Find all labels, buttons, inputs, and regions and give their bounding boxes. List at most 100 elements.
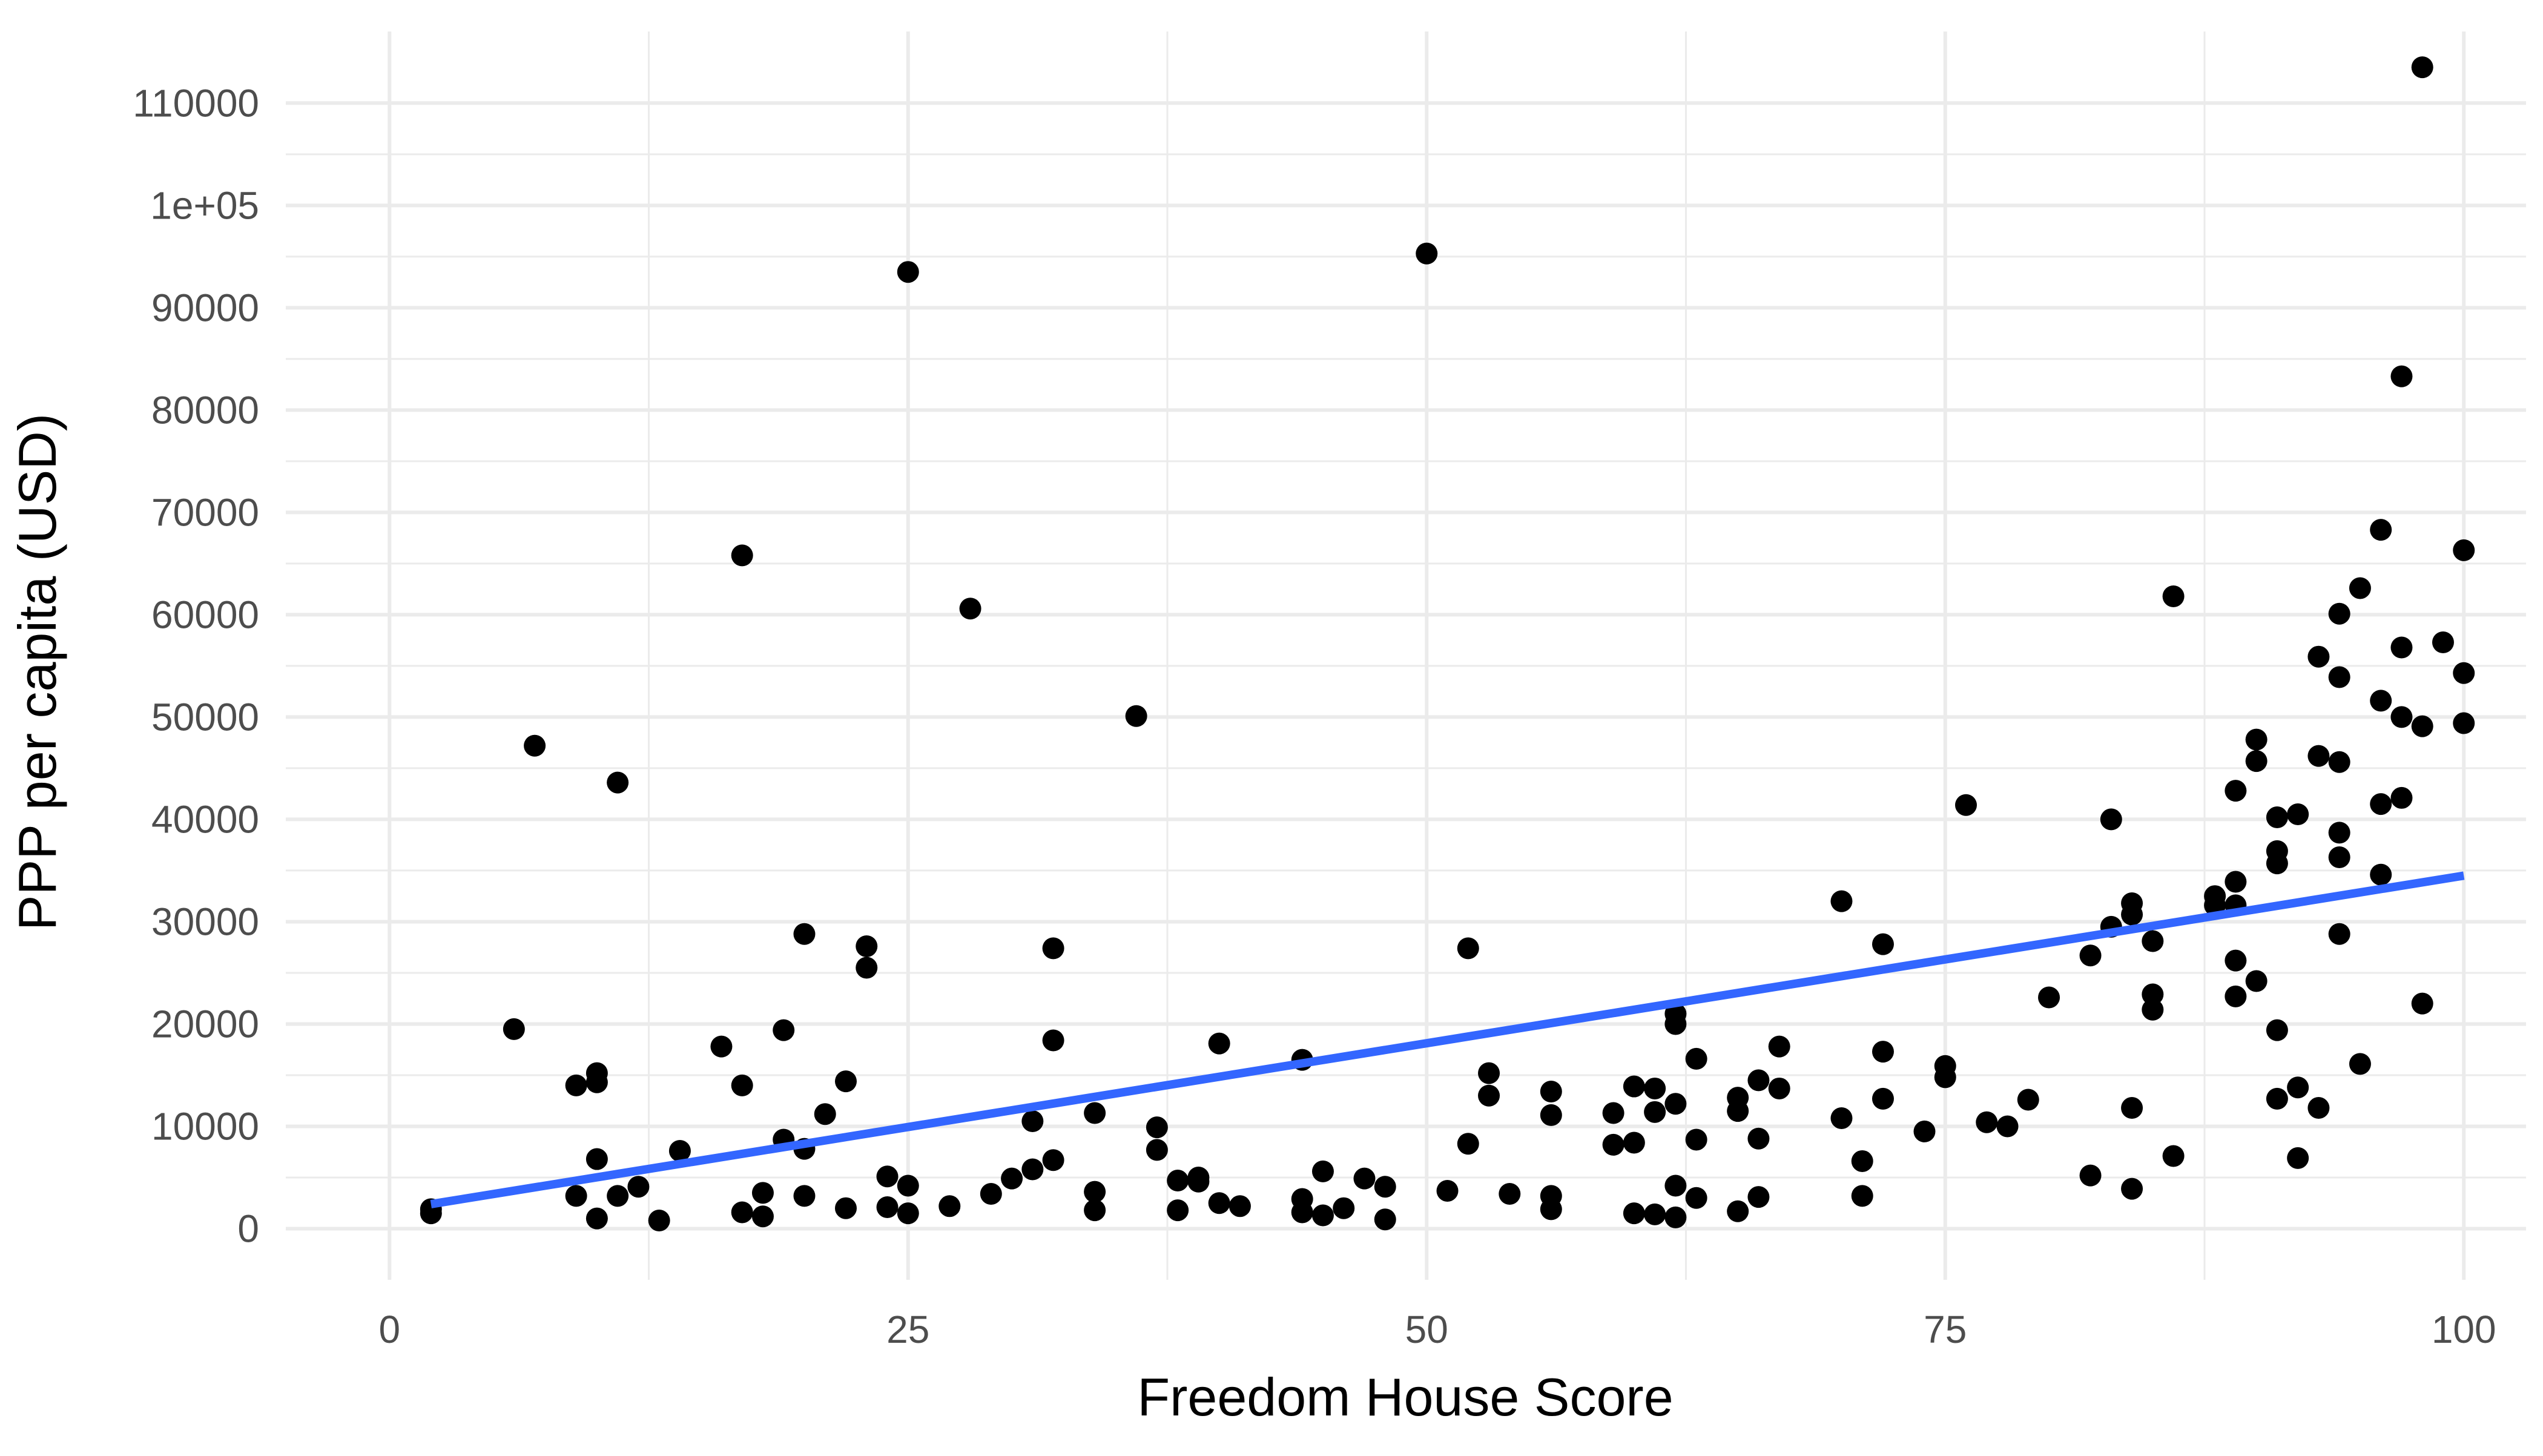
data-point xyxy=(2038,986,2060,1009)
data-point xyxy=(2370,793,2392,815)
data-point xyxy=(2349,1053,2371,1075)
data-point xyxy=(1644,1203,1666,1225)
x-tick-label: 100 xyxy=(2432,1308,2496,1351)
data-point xyxy=(1664,1013,1687,1035)
data-point xyxy=(2079,944,2102,967)
data-point xyxy=(1830,890,1853,912)
data-point xyxy=(2266,852,2288,875)
y-tick-label: 0 xyxy=(237,1207,259,1250)
data-point xyxy=(2453,539,2475,561)
data-point xyxy=(731,544,753,567)
data-point xyxy=(2245,970,2268,992)
data-point xyxy=(1851,1185,1873,1207)
data-point xyxy=(1208,1192,1230,1214)
data-point xyxy=(856,957,878,979)
data-point xyxy=(1913,1120,1936,1142)
data-point xyxy=(2307,1097,2330,1119)
data-point xyxy=(2121,1178,2143,1200)
y-tick-label: 30000 xyxy=(151,900,259,943)
data-point xyxy=(1540,1104,1562,1126)
data-point xyxy=(1353,1167,1376,1190)
data-point xyxy=(835,1197,857,1219)
data-point xyxy=(1768,1077,1790,1099)
data-point xyxy=(1976,1111,1998,1133)
data-point xyxy=(1747,1069,1770,1092)
data-point xyxy=(1540,1081,1562,1103)
x-tick-label: 50 xyxy=(1405,1308,1448,1351)
x-tick-label: 25 xyxy=(886,1308,929,1351)
data-point xyxy=(2432,631,2454,654)
data-point xyxy=(710,1035,733,1058)
data-point xyxy=(2349,577,2371,599)
data-point xyxy=(1187,1170,1210,1193)
data-point xyxy=(980,1183,1002,1205)
data-point xyxy=(876,1196,899,1218)
data-point xyxy=(1644,1077,1666,1099)
y-tick-label: 50000 xyxy=(151,695,259,739)
data-point xyxy=(2121,903,2143,926)
data-point xyxy=(1851,1150,1873,1172)
data-point xyxy=(585,1207,608,1230)
data-point xyxy=(1727,1200,1749,1222)
data-point xyxy=(1042,1149,1064,1171)
data-point xyxy=(2390,786,2413,809)
data-point xyxy=(793,923,816,945)
data-point xyxy=(2328,923,2350,945)
data-point xyxy=(2328,666,2350,688)
data-point xyxy=(1001,1167,1023,1190)
data-point xyxy=(1934,1066,1956,1089)
data-point xyxy=(1125,705,1147,727)
data-point xyxy=(814,1103,836,1125)
y-tick-label: 70000 xyxy=(151,490,259,534)
data-point xyxy=(773,1019,795,1041)
trend-line-group xyxy=(430,871,2465,1208)
data-point xyxy=(1685,1128,1707,1151)
data-point xyxy=(1229,1195,1251,1217)
y-tick-label: 90000 xyxy=(151,286,259,329)
data-point xyxy=(2370,690,2392,712)
data-point xyxy=(2287,803,2309,825)
data-point xyxy=(1664,1093,1687,1115)
data-point xyxy=(2287,1147,2309,1169)
data-point xyxy=(2142,930,2164,952)
data-point xyxy=(1167,1199,1189,1222)
data-point xyxy=(1084,1181,1106,1203)
data-point xyxy=(1084,1102,1106,1124)
data-point xyxy=(2245,750,2268,772)
data-point xyxy=(2307,645,2330,668)
data-point xyxy=(2411,715,2433,737)
data-point xyxy=(2017,1089,2039,1111)
data-point xyxy=(1167,1170,1189,1192)
x-tick-label: 75 xyxy=(1924,1308,1967,1351)
x-axis-title: Freedom House Score xyxy=(1137,1367,1673,1427)
data-point xyxy=(2411,56,2433,79)
data-point xyxy=(2079,1164,2102,1187)
data-point xyxy=(2162,1145,2185,1167)
data-point xyxy=(2225,985,2247,1007)
x-tick-label: 0 xyxy=(378,1308,400,1351)
data-point xyxy=(1478,1062,1500,1084)
trend-line xyxy=(430,871,2465,1208)
data-point xyxy=(2328,602,2350,625)
y-tick-label: 80000 xyxy=(151,388,259,432)
data-point xyxy=(2162,585,2185,607)
data-point xyxy=(2453,662,2475,684)
data-point xyxy=(2370,519,2392,541)
data-point xyxy=(1042,1029,1064,1052)
data-point xyxy=(2390,706,2413,728)
data-point xyxy=(1208,1032,1230,1055)
data-point xyxy=(2390,365,2413,387)
data-point xyxy=(1727,1100,1749,1122)
y-tick-label: 10000 xyxy=(151,1104,259,1148)
data-point xyxy=(731,1074,753,1096)
data-point xyxy=(2411,992,2433,1015)
data-point xyxy=(751,1182,774,1204)
data-point xyxy=(1457,937,1479,960)
data-point xyxy=(668,1140,691,1162)
data-points xyxy=(420,56,2475,1231)
data-point xyxy=(648,1209,670,1231)
data-point xyxy=(1623,1202,1645,1225)
data-point xyxy=(1311,1204,1334,1227)
